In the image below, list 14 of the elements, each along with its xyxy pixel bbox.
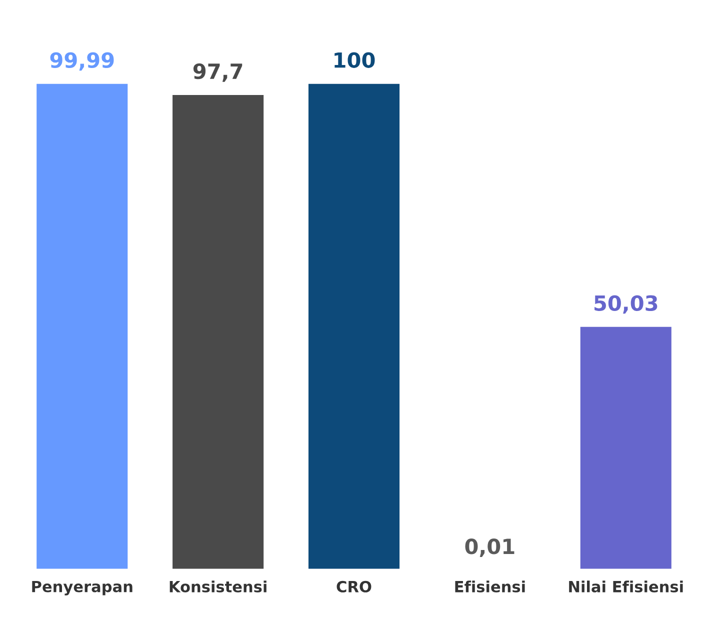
x-tick-label: Penyerapan <box>32 580 132 596</box>
x-tick-label: Nilai Efisiensi <box>569 580 683 592</box>
data-label: 99,99 <box>50 52 114 71</box>
data-label: 100 <box>334 52 375 68</box>
bar <box>171 94 265 570</box>
x-tick-label: CRO <box>336 580 372 592</box>
x-tick-label: Konsistensi <box>170 580 266 592</box>
x-tick-label: Efisiensi <box>455 580 525 592</box>
data-label: 97,7 <box>193 63 242 82</box>
bar <box>578 325 673 570</box>
data-label: 0,01 <box>465 538 514 557</box>
bar <box>307 82 401 570</box>
bar <box>35 82 130 570</box>
data-label: 50,03 <box>594 295 658 314</box>
